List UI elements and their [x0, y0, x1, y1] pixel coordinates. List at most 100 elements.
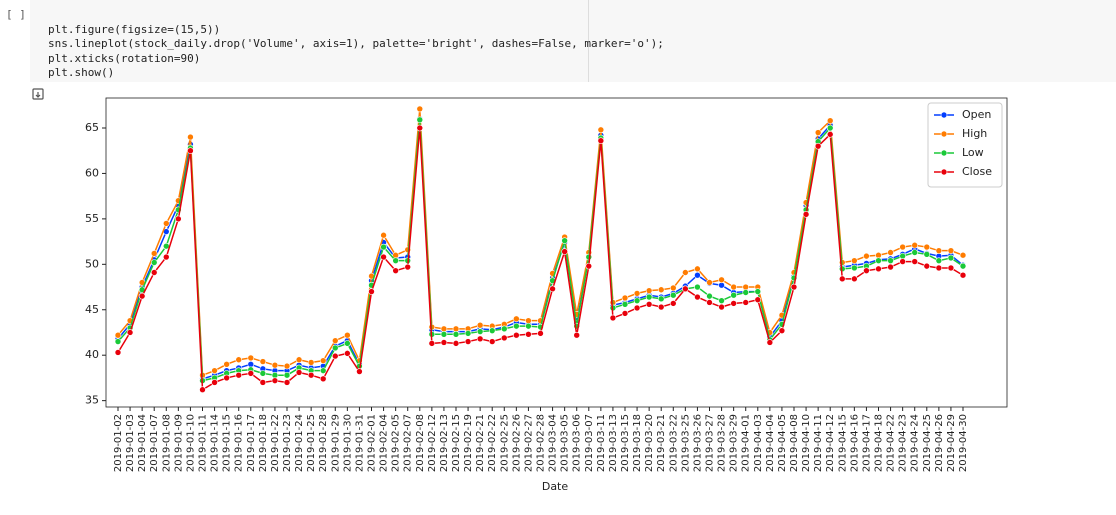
- code-line: plt.xticks(rotation=90): [48, 51, 201, 65]
- x-tick-label: 2019-01-28: [318, 414, 329, 472]
- point-marker: [875, 257, 882, 264]
- x-tick-label: 2019-01-11: [198, 414, 209, 472]
- point-marker: [187, 133, 194, 141]
- point-marker: [766, 339, 774, 346]
- point-marker: [114, 349, 122, 356]
- point-marker: [718, 281, 725, 289]
- point-marker: [935, 264, 943, 272]
- x-tick-label: 2019-01-10: [185, 414, 196, 472]
- point-marker: [488, 327, 496, 334]
- x-tick-label: 2019-01-03: [125, 414, 136, 472]
- point-marker: [887, 249, 894, 256]
- point-marker: [718, 303, 725, 311]
- point-marker: [440, 339, 448, 346]
- x-tick-label: 2019-04-15: [837, 414, 848, 472]
- point-marker: [887, 257, 894, 264]
- point-marker: [138, 292, 146, 300]
- point-marker: [911, 249, 919, 256]
- point-marker: [235, 356, 243, 364]
- legend-label: Low: [962, 146, 984, 159]
- point-marker: [525, 322, 532, 330]
- x-tick-label: 2019-03-07: [584, 414, 595, 472]
- x-tick-label: 2019-01-09: [173, 414, 184, 472]
- cell-prompt[interactable]: [ ]: [6, 8, 26, 21]
- x-tick-label: 2019-03-20: [644, 414, 655, 472]
- y-tick-label: 60: [85, 166, 99, 179]
- y-tick-label: 35: [85, 394, 99, 407]
- y-tick-label: 55: [85, 212, 99, 225]
- x-tick-label: 2019-02-04: [379, 414, 390, 472]
- point-marker: [476, 328, 484, 335]
- point-marker: [669, 300, 677, 307]
- y-tick-label: 65: [85, 121, 99, 134]
- x-tick-label: 2019-03-04: [548, 414, 559, 472]
- point-marker: [694, 265, 701, 273]
- point-marker: [730, 283, 737, 291]
- point-marker: [730, 291, 737, 299]
- point-marker: [283, 362, 291, 370]
- point-marker: [645, 287, 653, 294]
- point-marker: [706, 299, 713, 306]
- point-marker: [682, 285, 689, 293]
- y-tick-label: 50: [85, 257, 99, 270]
- point-marker: [356, 368, 363, 375]
- point-marker: [114, 331, 122, 339]
- point-marker: [416, 124, 424, 132]
- point-marker: [790, 283, 798, 291]
- point-marker: [331, 344, 339, 352]
- x-tick-label: 2019-04-10: [801, 414, 812, 472]
- point-marker: [573, 331, 581, 339]
- x-tick-label: 2019-03-25: [680, 414, 691, 472]
- point-marker: [826, 124, 834, 132]
- x-tick-label: 2019-02-28: [536, 414, 547, 472]
- output-icon[interactable]: [32, 88, 44, 100]
- series-line: [117, 127, 964, 392]
- x-tick-label: 2019-01-22: [270, 414, 281, 472]
- x-tick-label: 2019-04-08: [789, 414, 800, 472]
- x-tick-label: 2019-04-04: [765, 414, 776, 472]
- x-tick-label: 2019-04-30: [958, 414, 969, 472]
- code-line: plt.figure(figsize=(15,5)): [48, 22, 221, 36]
- point-marker: [657, 303, 665, 311]
- x-tick-label: 2019-01-16: [234, 414, 245, 472]
- point-marker: [452, 325, 460, 333]
- point-marker: [150, 269, 158, 276]
- point-marker: [150, 259, 158, 266]
- point-marker: [826, 117, 834, 125]
- x-tick-label: 2019-02-07: [403, 414, 414, 472]
- x-tick-label: 2019-01-07: [149, 414, 160, 472]
- point-marker: [911, 258, 919, 265]
- x-tick-label: 2019-04-18: [874, 414, 885, 472]
- point-marker: [416, 116, 424, 124]
- point-marker: [380, 243, 387, 251]
- legend-label: High: [962, 127, 987, 140]
- x-tick-label: 2019-02-22: [487, 414, 498, 472]
- point-marker: [633, 304, 641, 312]
- code-cell[interactable]: [30, 0, 1116, 82]
- point-marker: [947, 254, 955, 262]
- point-marker: [597, 137, 605, 145]
- point-marker: [959, 262, 967, 270]
- code[interactable]: plt.figure(figsize=(15,5)) sns.lineplot(s…: [48, 8, 664, 95]
- x-tick-label: 2019-02-26: [511, 414, 522, 472]
- point-marker: [838, 275, 846, 283]
- point-marker: [368, 288, 375, 295]
- x-tick-label: 2019-03-18: [632, 414, 643, 472]
- point-marker: [476, 335, 484, 343]
- x-tick-label: 2019-02-01: [367, 414, 378, 472]
- x-axis-label: Date: [542, 480, 569, 493]
- point-marker: [404, 263, 412, 271]
- point-marker: [875, 251, 882, 259]
- point-marker: [863, 267, 870, 274]
- x-tick-label: 2019-04-22: [886, 414, 897, 472]
- point-marker: [863, 252, 870, 260]
- point-marker: [162, 253, 170, 261]
- point-marker: [669, 284, 677, 292]
- point-marker: [247, 370, 255, 377]
- point-marker: [802, 211, 810, 218]
- x-tick-label: 2019-01-29: [330, 414, 341, 472]
- point-marker: [621, 294, 629, 302]
- x-tick-label: 2019-02-19: [463, 414, 474, 472]
- point-marker: [428, 340, 436, 347]
- x-tick-label: 2019-01-25: [306, 414, 317, 472]
